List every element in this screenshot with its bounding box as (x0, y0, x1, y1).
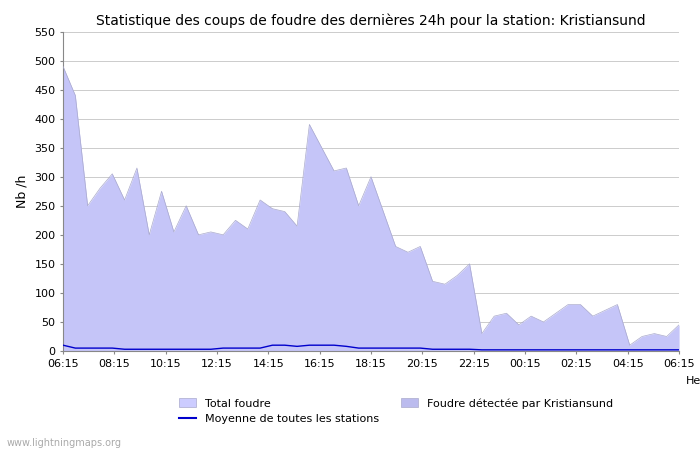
Text: Heure: Heure (686, 376, 700, 386)
Legend: Total foudre, Moyenne de toutes les stations, Foudre détectée par Kristiansund: Total foudre, Moyenne de toutes les stat… (179, 398, 613, 424)
Title: Statistique des coups de foudre des dernières 24h pour la station: Kristiansund: Statistique des coups de foudre des dern… (96, 13, 646, 27)
Y-axis label: Nb /h: Nb /h (15, 175, 29, 208)
Text: www.lightningmaps.org: www.lightningmaps.org (7, 438, 122, 448)
